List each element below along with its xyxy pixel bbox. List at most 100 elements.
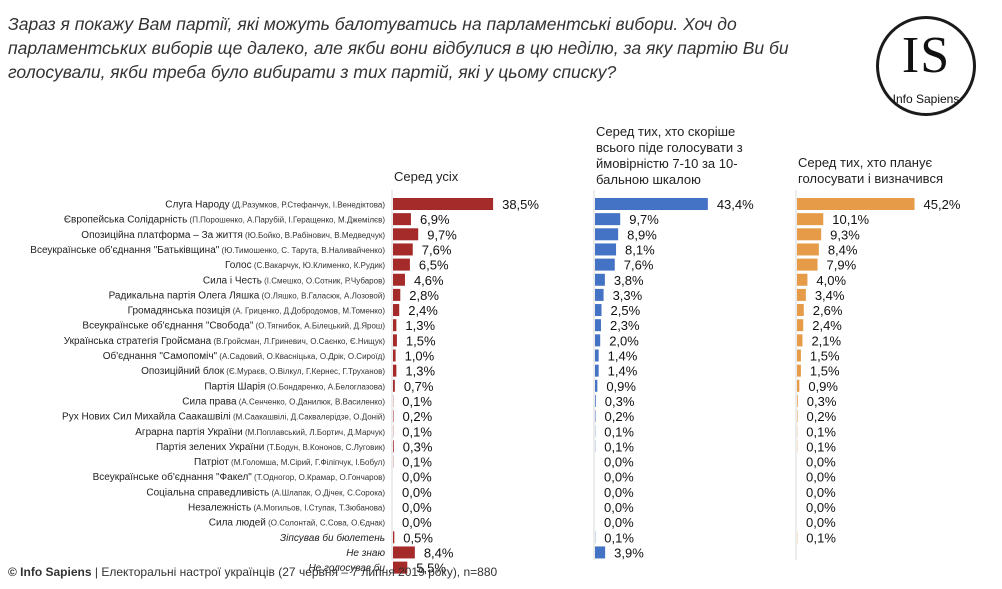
party-name: Всеукраїнське об'єднання "Батьківщина" [30, 244, 219, 256]
party-name: Опозиційна платформа – За життя [81, 229, 243, 241]
category-label: Не голосував би [308, 562, 385, 574]
value-label: 0,0% [402, 485, 432, 500]
value-label: 2,1% [811, 333, 841, 348]
bar-series-2 [595, 288, 604, 301]
value-label: 1,5% [810, 349, 840, 364]
value-label: 0,3% [605, 394, 635, 409]
party-name: Українська стратегія Гройсмана [64, 336, 212, 347]
info-sapiens-logo: IS Info Sapiens [876, 16, 976, 116]
value-label: 9,7% [629, 212, 659, 227]
logo-name: Info Sapiens [892, 92, 960, 106]
value-label: 0,0% [604, 470, 634, 485]
bar-series-1 [393, 349, 396, 362]
party-leaders: (І.Смешко, О.Сотник, Р.Чубаров) [262, 276, 385, 285]
party-name: Об'єднання "Самопоміч" [103, 350, 218, 362]
party-leaders: (О.Ляшко, В.Галасюк, А.Лозовой) [259, 291, 385, 300]
value-label: 0,1% [402, 424, 432, 439]
value-label: 0,0% [604, 500, 634, 515]
bar-series-2 [595, 243, 617, 256]
bar-series-2 [595, 364, 599, 377]
value-label: 0,1% [402, 455, 432, 470]
party-leaders: (Ю.Тимошенко, С. Тарута, В.Наливайченко) [219, 246, 385, 255]
value-label: 1,3% [405, 318, 435, 333]
value-label: 6,9% [420, 212, 450, 227]
bar-series-1 [393, 410, 394, 423]
value-label: 0,1% [604, 530, 634, 545]
value-label: 9,7% [427, 227, 457, 242]
party-leaders: (В.Гройсман, Л.Гриневич, О.Саєнко, Є.Нищ… [211, 337, 385, 346]
value-label: 1,3% [405, 364, 435, 379]
party-leaders: (С.Вакарчук, Ю.Клименко, К.Рудик) [252, 261, 386, 270]
value-label: 43,4% [717, 197, 754, 212]
value-label: 0,0% [402, 515, 432, 530]
footer: © Info Sapiens | Електоральні настрої ук… [8, 565, 497, 579]
bar-series-3 [797, 258, 818, 271]
value-label: 0,1% [604, 439, 634, 454]
value-label: 0,0% [604, 485, 634, 500]
category-label: Незалежність (А.Могильов, І.Ступак, Т.Зю… [188, 503, 385, 514]
bar-series-3 [797, 334, 803, 347]
party-leaders: (А.Могильов, І.Ступак, Т.Зюбанова) [251, 504, 385, 513]
bar-series-1 [393, 198, 494, 210]
bar-series-2 [595, 546, 606, 559]
bar-series-2 [595, 198, 708, 210]
bar-series-3 [797, 273, 808, 286]
category-label: Сила і Честь (І.Смешко, О.Сотник, Р.Чуба… [203, 275, 385, 286]
value-label: 2,5% [611, 303, 641, 318]
party-name: Всеукраїнське об'єднання "Свобода" [82, 320, 253, 332]
value-label: 2,6% [813, 303, 843, 318]
value-label: 10,1% [832, 212, 869, 227]
logo-mark: IS [901, 27, 951, 84]
party-leaders: (П.Порошенко, А.Парубій, І.Геращенко, М.… [187, 216, 385, 225]
party-name: Громадянська позиція [128, 306, 231, 317]
value-label: 2,3% [610, 318, 640, 333]
bar-series-3 [797, 288, 806, 301]
survey-question: Зараз я покажу Вам партії, які можуть ба… [8, 14, 789, 82]
party-name: Соціальна справедливість [146, 487, 269, 498]
category-label: Голос (С.Вакарчук, Ю.Клименко, К.Рудик) [225, 260, 385, 271]
bar-series-1 [393, 273, 405, 286]
bar-series-1 [393, 228, 419, 241]
value-label: 0,1% [806, 439, 836, 454]
value-label: 0,9% [808, 379, 838, 394]
party-leaders: (А.Садовий, О.Квасніцька, О.Дрік, О.Сиро… [217, 352, 385, 361]
series-header-all: Серед усіх [394, 169, 459, 184]
value-label: 0,0% [402, 500, 432, 515]
value-label: 1,0% [405, 349, 435, 364]
value-label: 3,8% [614, 273, 644, 288]
value-label: 2,4% [408, 303, 438, 318]
party-leaders: (О.Тягнибок, А.Білецький, Д.Ярош) [253, 322, 385, 331]
bar-series-2 [595, 394, 596, 407]
value-label: 8,4% [828, 242, 858, 257]
party-name: Партія зелених України [156, 442, 264, 453]
party-name: Сила права [182, 396, 237, 407]
bar-series-2 [595, 258, 615, 271]
series-header-likely-voters: Серед тих, хто скоріше всього піде голос… [596, 124, 743, 187]
value-label: 0,5% [403, 530, 433, 545]
value-label: 2,4% [812, 318, 842, 333]
value-label: 0,2% [807, 409, 837, 424]
category-label: Всеукраїнське об'єднання "Факел" (Т.Одно… [93, 471, 386, 483]
bar-series-3 [797, 198, 915, 210]
category-label: Слуга Народу (Д.Разумков, Р.Стефанчук, І… [165, 200, 385, 211]
category-label: Соціальна справедливість (А.Шлапак, О.Ді… [146, 487, 385, 498]
bar-series-1 [393, 440, 394, 453]
category-label: Не знаю [346, 548, 385, 559]
value-label: 0,0% [402, 470, 432, 485]
value-label: 6,5% [419, 258, 449, 273]
bar-series-1 [393, 304, 400, 317]
party-leaders: (О.Бондаренко, А.Белоглазова) [265, 382, 385, 391]
party-leaders: (Ю.Бойко, В.Рабінович, В.Медведчук) [243, 231, 386, 240]
bar-series-1 [393, 258, 410, 271]
value-label: 1,4% [608, 349, 638, 364]
party-name: Голос [225, 260, 252, 271]
value-label: 38,5% [502, 197, 539, 212]
bar-series-2 [595, 319, 601, 332]
bar-series-1 [393, 546, 415, 559]
bar-series-1 [393, 243, 413, 256]
category-label: Партія Шарія (О.Бондаренко, А.Белоглазов… [204, 381, 385, 392]
value-label: 3,4% [815, 288, 845, 303]
category-label: Аграрна партія України (М.Поплавський, Л… [135, 427, 385, 438]
value-label: 8,4% [424, 545, 454, 560]
category-label: Рух Нових Сил Михайла Саакашвілі (М.Саак… [62, 412, 385, 423]
